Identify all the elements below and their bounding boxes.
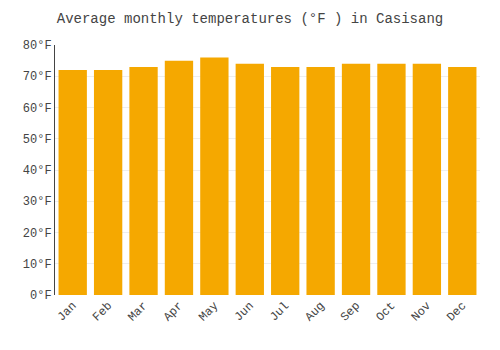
svg-text:10°F: 10°F xyxy=(23,258,52,272)
svg-text:Nov: Nov xyxy=(409,299,434,324)
svg-text:Mar: Mar xyxy=(125,299,150,324)
svg-text:20°F: 20°F xyxy=(23,227,52,241)
svg-text:30°F: 30°F xyxy=(23,195,52,209)
svg-text:Aug: Aug xyxy=(303,299,328,324)
svg-text:50°F: 50°F xyxy=(23,133,52,147)
svg-text:Feb: Feb xyxy=(90,299,115,324)
svg-text:May: May xyxy=(196,299,221,324)
svg-text:Oct: Oct xyxy=(373,299,398,324)
svg-text:0°F: 0°F xyxy=(30,289,52,303)
svg-text:Jul: Jul xyxy=(267,299,292,324)
svg-text:Dec: Dec xyxy=(444,299,469,324)
svg-text:60°F: 60°F xyxy=(23,102,52,116)
svg-text:Jun: Jun xyxy=(232,299,257,324)
svg-text:70°F: 70°F xyxy=(23,70,52,84)
svg-text:40°F: 40°F xyxy=(23,164,52,178)
svg-text:Average monthly temperatures (: Average monthly temperatures (°F ) in Ca… xyxy=(57,11,443,27)
svg-text:Sep: Sep xyxy=(338,299,363,324)
svg-text:Apr: Apr xyxy=(161,299,186,324)
svg-text:80°F: 80°F xyxy=(23,39,52,53)
svg-text:Jan: Jan xyxy=(55,299,80,324)
